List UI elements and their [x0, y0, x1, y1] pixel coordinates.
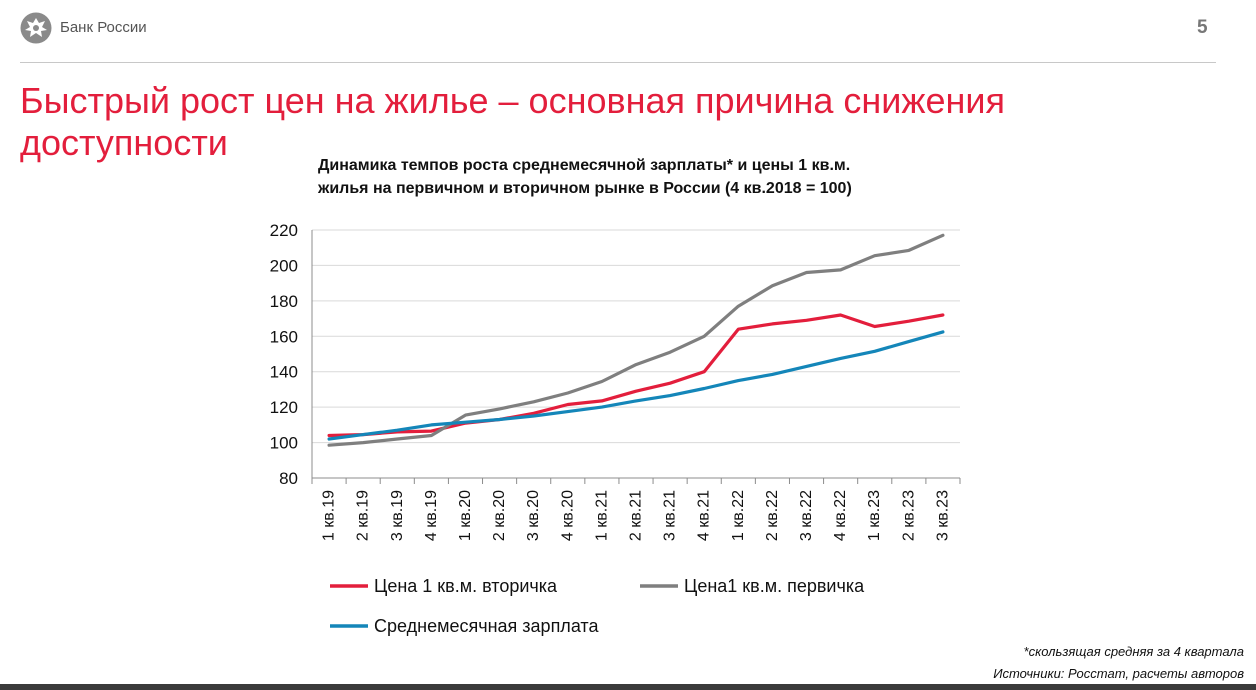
chart-title: Динамика темпов роста среднемесячной зар…: [318, 154, 1018, 200]
x-tick-label: 2 кв.22: [764, 490, 781, 541]
y-tick-label: 80: [279, 469, 298, 488]
y-tick-label: 200: [270, 256, 298, 275]
x-tick-label: 1 кв.21: [593, 490, 610, 541]
x-tick-label: 3 кв.19: [389, 490, 406, 541]
chart-title-line-2: жилья на первичном и вторичном рынке в Р…: [318, 180, 852, 197]
footnote-sources: Источники: Росстат, расчеты авторов: [993, 666, 1244, 681]
x-tick-label: 3 кв.23: [934, 490, 951, 541]
x-tick-label: 1 кв.20: [457, 490, 474, 541]
header-divider: [20, 62, 1216, 63]
footnote-note: *скользящая средняя за 4 квартала: [1023, 644, 1244, 659]
x-tick-label: 1 кв.22: [730, 490, 747, 541]
y-tick-label: 140: [270, 363, 298, 382]
x-tick-label: 2 кв.19: [355, 490, 372, 541]
x-tick-label: 4 кв.20: [559, 490, 576, 541]
chart-title-line-1: Динамика темпов роста среднемесячной зар…: [318, 157, 851, 174]
x-tick-label: 3 кв.20: [525, 490, 542, 541]
legend-label: Среднемесячная зарплата: [374, 616, 599, 636]
x-tick-label: 3 кв.21: [662, 490, 679, 541]
line-chart: 80 100 120 140 160 180 200 220 1 кв.19 2 кв.19 3 к…: [270, 221, 961, 636]
page-title: Быстрый рост цен на жилье – основная при…: [20, 80, 1005, 163]
legend-label: Цена1 кв.м. первичка: [684, 576, 865, 596]
y-tick-label: 160: [270, 327, 298, 346]
x-tick-label: 2 кв.21: [628, 490, 645, 541]
y-tick-label: 220: [270, 221, 298, 240]
x-tick-label: 2 кв.20: [491, 490, 508, 541]
footnote: *скользящая средняя за 4 квартала Источн…: [993, 641, 1244, 685]
legend-label: Цена 1 кв.м. вторичка: [374, 576, 558, 596]
y-tick-label: 120: [270, 398, 298, 417]
brand-name: Банк России: [60, 19, 147, 36]
series-line: [327, 313, 945, 438]
x-tick-label: 4 кв.19: [423, 490, 440, 541]
y-tick-label: 180: [270, 292, 298, 311]
bank-emblem-icon: [20, 12, 52, 44]
bottom-bar: [0, 684, 1256, 690]
x-tick-label: 4 кв.21: [696, 490, 713, 541]
series-line: [327, 330, 945, 441]
x-tick-label: 3 кв.22: [798, 490, 815, 541]
x-tick-label: 2 кв.23: [900, 490, 917, 541]
y-tick-label: 100: [270, 434, 298, 453]
series-line: [327, 233, 945, 447]
page-number: 5: [1197, 17, 1208, 38]
x-tick-label: 4 кв.22: [832, 490, 849, 541]
x-tick-label: 1 кв.19: [321, 490, 338, 541]
x-tick-label: 1 кв.23: [866, 490, 883, 541]
slide-header: Банк России 5: [0, 0, 1256, 62]
